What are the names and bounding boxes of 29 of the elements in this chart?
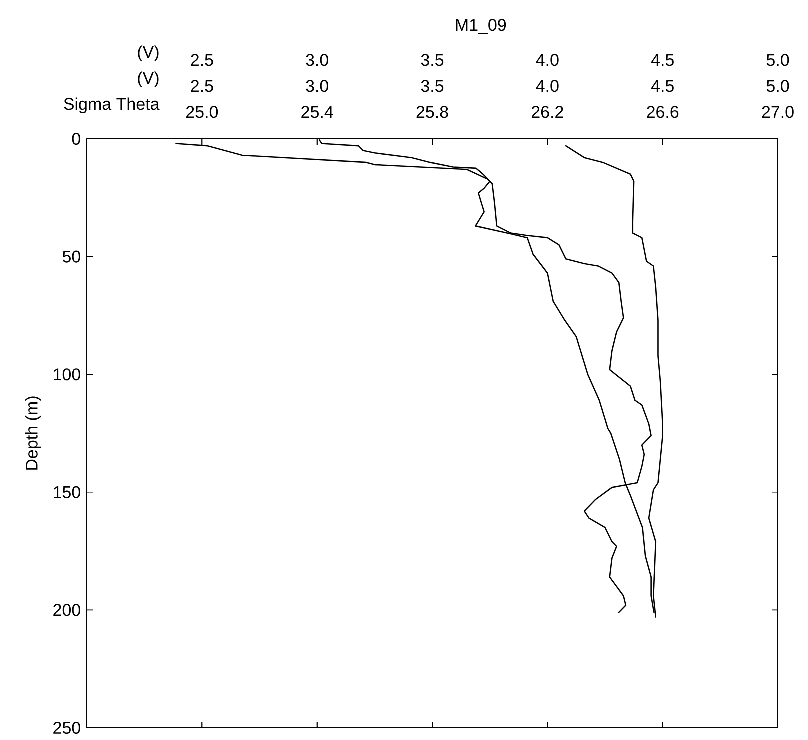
x2-tick-label: 2.5 (191, 54, 214, 66)
y-tick-label: 50 (62, 250, 80, 263)
x-tick-label: 26.2 (532, 106, 564, 118)
x-tick-label: 25.4 (302, 106, 334, 118)
x-tick-label: 3.0 (306, 80, 328, 92)
x-tick-label: 5.0 (766, 80, 790, 92)
x-tick-label: 3.5 (421, 80, 444, 92)
x-axis-title: (V) (138, 46, 159, 62)
x2-tick-label: 3.0 (306, 54, 328, 66)
x2-tick-label: 4.5 (651, 54, 674, 66)
y-tick-label: 150 (54, 486, 80, 498)
x-tick-label: 25.8 (416, 106, 448, 118)
x-tick-label: 25.0 (186, 106, 218, 118)
x-axis-title: Sigma Theta (64, 98, 160, 114)
y-axis-title: Depth (m) (25, 396, 42, 470)
y-tick-label: 100 (54, 368, 80, 381)
x-tick-label: 27.0 (762, 106, 794, 118)
y-tick-label: 200 (54, 604, 80, 616)
x-tick-label: 26.6 (647, 106, 679, 118)
chart-title: M1_09 (456, 19, 506, 34)
y-tick-label: 250 (54, 722, 80, 734)
x2-tick-label: 5.0 (766, 54, 790, 66)
x-tick-label: 4.0 (536, 80, 559, 92)
x2-tick-label: 3.5 (421, 54, 444, 66)
x-tick-label: 4.5 (651, 80, 674, 92)
x2-axis-title: (V) (138, 72, 159, 88)
x-tick-label: 2.5 (191, 80, 214, 92)
y-tick-label: 0 (72, 132, 80, 146)
x2-tick-label: 4.0 (536, 54, 559, 66)
